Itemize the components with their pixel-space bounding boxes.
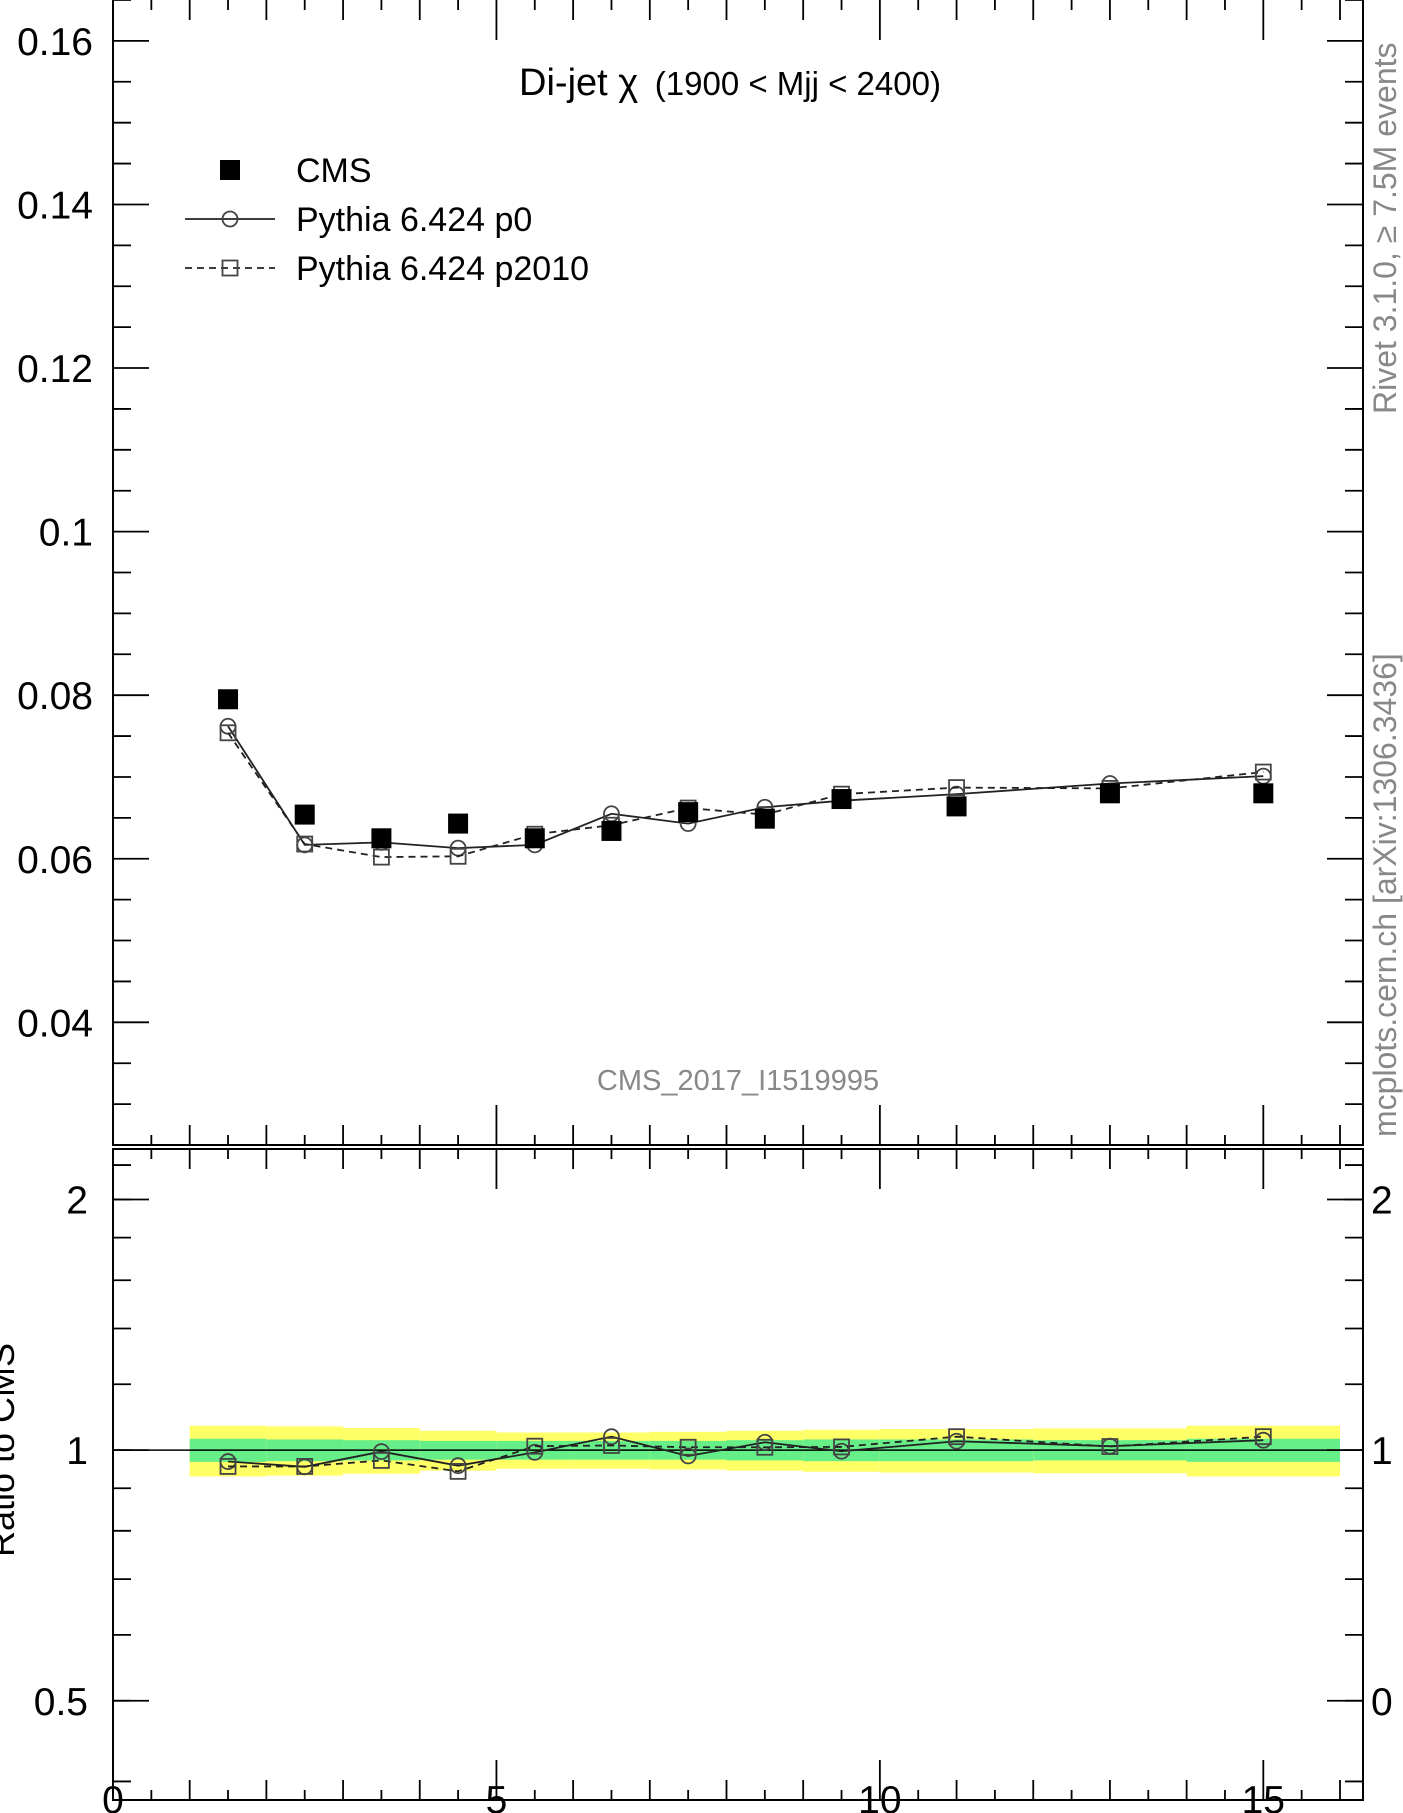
ratio-point-pythia-6-424-p2010	[1101, 1438, 1119, 1455]
watermark-label: CMS_2017_I1519995	[597, 1065, 879, 1097]
y-tick-label: 0.04	[17, 1002, 93, 1045]
data-point-pythia-6-424-p2010	[1254, 763, 1272, 781]
ratio-point-pythia-6-424-p2010	[948, 1428, 965, 1446]
data-point-cms	[601, 820, 622, 841]
legend-label-pythia-6-424-p2010: Pythia 6.424 p2010	[296, 250, 589, 288]
side-label-mcplots: mcplots.cern.ch [arXiv:1306.3436]	[1367, 653, 1403, 1137]
chart-title: Di-jet χ (1900 < Mjj < 2400)	[519, 62, 941, 104]
ratio-right-tick-label: 1	[1371, 1430, 1393, 1473]
ratio-point-pythia-6-424-p2010	[373, 1452, 390, 1469]
data-point-cms	[371, 828, 392, 849]
data-point-cms	[678, 802, 699, 823]
ratio-point-pythia-6-424-p2010	[603, 1437, 620, 1454]
legend-marker-cms	[220, 160, 240, 180]
ratio-point-pythia-6-424-p2010	[679, 1438, 697, 1456]
data-point-pythia-6-424-p2010	[449, 847, 467, 865]
data-point-cms	[1099, 783, 1120, 804]
y-tick-label: 0.14	[17, 184, 93, 227]
ratio-point-pythia-6-424-p2010	[756, 1438, 774, 1456]
x-tick-label: 0	[102, 1779, 124, 1813]
ratio-point-pythia-6-424-p2010	[296, 1458, 314, 1475]
ratio-point-pythia-6-424-p0	[603, 1428, 620, 1446]
legend: CMS Pythia 6.424 p0 Pythia 6.424 p2010	[185, 152, 589, 288]
data-point-cms	[448, 813, 469, 834]
y-tick-label: 0.08	[17, 675, 93, 718]
x-tick-label: 5	[486, 1779, 508, 1813]
data-point-cms	[218, 689, 239, 710]
data-point-pythia-6-424-p2010	[296, 835, 314, 853]
ratio-y-tick-label: 2	[66, 1180, 88, 1223]
y-tick-label: 0.12	[17, 348, 93, 391]
data-point-cms	[524, 828, 545, 849]
main-plot-frame	[112, 0, 1364, 1146]
ratio-point-pythia-6-424-p2010	[449, 1462, 467, 1480]
legend-marker-pythia-6-424-p2010	[221, 259, 239, 277]
ratio-right-tick-label: 0	[1371, 1681, 1393, 1724]
ratio-point-pythia-6-424-p2010	[219, 1458, 237, 1475]
data-point-cms	[1253, 783, 1274, 804]
legend-label-pythia-6-424-p0: Pythia 6.424 p0	[296, 201, 532, 239]
data-point-pythia-6-424-p2010	[219, 724, 237, 742]
data-point-pythia-6-424-p2010	[373, 848, 390, 866]
data-point-cms	[294, 804, 315, 825]
ratio-y-tick-label: 1	[66, 1430, 88, 1473]
ratio-plot-frame	[112, 1148, 1364, 1801]
legend-label-cms: CMS	[296, 152, 372, 190]
ratio-point-pythia-6-424-p2010	[833, 1438, 850, 1456]
y-axis-label-ratio: Ratio to CMS	[0, 1343, 22, 1557]
x-tick-label: 10	[858, 1779, 901, 1813]
side-label-rivet: Rivet 3.1.0, ≥ 7.5M events	[1367, 42, 1403, 414]
ratio-y-tick-label: 0.5	[34, 1681, 88, 1724]
legend-marker-pythia-6-424-p0	[221, 210, 239, 228]
ratio-point-pythia-6-424-p0	[373, 1443, 390, 1461]
ratio-point-pythia-6-424-p2010	[526, 1437, 544, 1455]
ratio-line-pythia-6-424-p2010	[228, 1435, 1264, 1473]
ratio-right-tick-label: 2	[1371, 1180, 1393, 1223]
x-tick-label: 15	[1242, 1779, 1285, 1813]
y-tick-label: 0.1	[39, 512, 93, 555]
ratio-point-pythia-6-424-p2010	[1254, 1428, 1272, 1446]
series-line-pythia-6-424-p0	[227, 725, 1264, 850]
data-point-cms	[754, 808, 775, 829]
data-point-cms	[946, 796, 967, 817]
ratio-point-pythia-6-424-p0	[679, 1447, 697, 1465]
data-point-cms	[831, 789, 852, 810]
series-line-pythia-6-424-p2010	[227, 732, 1264, 859]
y-tick-label: 0.16	[17, 21, 93, 64]
ratio-uncertainty-band	[113, 1425, 1363, 1477]
y-tick-label: 0.06	[17, 839, 93, 882]
data-point-pythia-6-424-p2010	[948, 779, 965, 796]
